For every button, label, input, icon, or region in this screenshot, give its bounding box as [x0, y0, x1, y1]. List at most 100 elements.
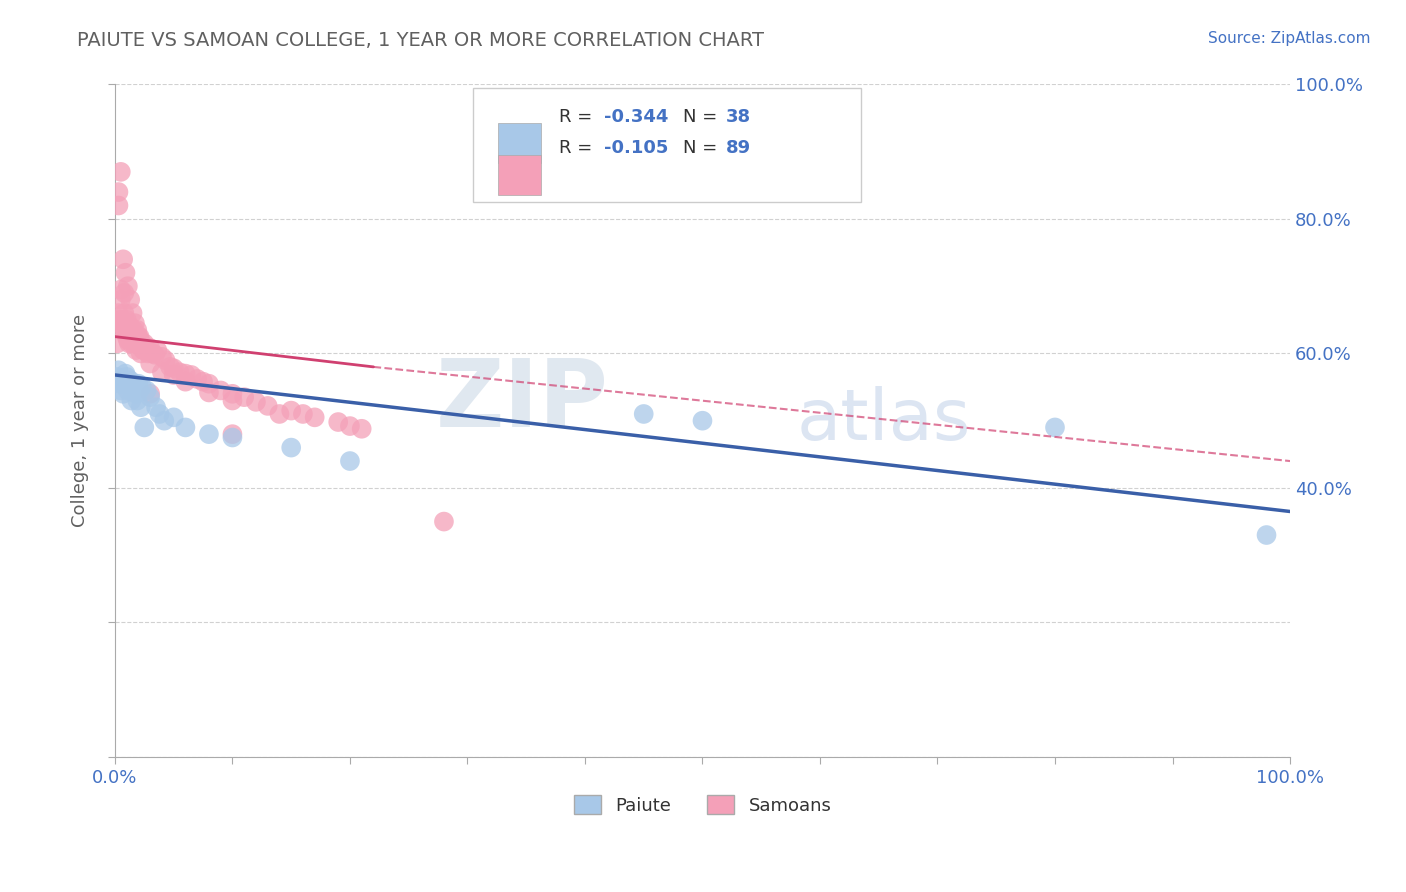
Point [221, 430, 243, 444]
Point [107, 363, 129, 377]
Point [114, 266, 136, 280]
Point [198, 427, 221, 442]
Point [233, 390, 256, 404]
Point [117, 279, 139, 293]
Point [111, 313, 134, 327]
Text: atlas: atlas [796, 386, 972, 455]
Point [139, 357, 162, 371]
Point [127, 329, 149, 343]
Point [180, 368, 202, 382]
Point [107, 185, 129, 199]
Point [1256, 528, 1278, 542]
Point [105, 336, 128, 351]
Point [114, 323, 136, 337]
Point [128, 333, 150, 347]
Point [117, 333, 139, 347]
Point [114, 367, 136, 381]
Point [112, 376, 135, 391]
Point [121, 306, 143, 320]
Text: -0.344: -0.344 [603, 108, 668, 126]
Point [304, 410, 326, 425]
Point [127, 376, 149, 391]
Point [125, 343, 148, 357]
Point [139, 390, 162, 404]
Point [120, 293, 142, 307]
Point [115, 329, 138, 343]
Point [110, 293, 132, 307]
Point [149, 407, 172, 421]
Point [135, 343, 157, 357]
Point [221, 386, 243, 401]
Point [122, 323, 145, 337]
Text: PAIUTE VS SAMOAN COLLEGE, 1 YEAR OR MORE CORRELATION CHART: PAIUTE VS SAMOAN COLLEGE, 1 YEAR OR MORE… [77, 31, 765, 50]
Point [245, 395, 267, 409]
Text: 38: 38 [725, 108, 751, 126]
Point [169, 365, 191, 379]
Text: R =: R = [560, 108, 598, 126]
Point [221, 393, 243, 408]
Point [112, 306, 135, 320]
FancyBboxPatch shape [474, 87, 860, 202]
Point [143, 348, 166, 362]
Point [111, 373, 134, 387]
Point [131, 340, 153, 354]
Point [159, 359, 181, 374]
Point [127, 336, 149, 351]
Point [127, 323, 149, 337]
Point [108, 313, 131, 327]
Point [134, 343, 156, 357]
Point [174, 367, 197, 381]
Point [433, 515, 456, 529]
Point [174, 375, 197, 389]
Point [146, 343, 169, 357]
Text: Source: ZipAtlas.com: Source: ZipAtlas.com [1208, 31, 1371, 46]
FancyBboxPatch shape [498, 155, 541, 194]
Point [105, 370, 128, 384]
Point [186, 372, 208, 386]
Point [280, 403, 302, 417]
Point [280, 441, 302, 455]
Text: N =: N = [682, 139, 723, 157]
Point [692, 414, 714, 428]
Point [191, 375, 214, 389]
Point [110, 165, 132, 179]
Point [129, 401, 152, 415]
Point [122, 333, 145, 347]
Point [132, 343, 155, 357]
Point [150, 365, 173, 379]
Y-axis label: College, 1 year or more: College, 1 year or more [72, 314, 89, 527]
Point [112, 252, 135, 267]
Point [122, 384, 145, 398]
Point [120, 333, 142, 347]
Point [1043, 420, 1066, 434]
Point [139, 386, 162, 401]
Point [128, 384, 150, 398]
Point [120, 393, 142, 408]
Legend: Paiute, Samoans: Paiute, Samoans [567, 789, 838, 822]
Point [163, 368, 186, 382]
Point [153, 414, 176, 428]
Point [127, 393, 149, 408]
Point [291, 407, 314, 421]
Point [121, 326, 143, 341]
Point [163, 361, 186, 376]
Point [135, 384, 157, 398]
Point [174, 420, 197, 434]
Text: -0.105: -0.105 [603, 139, 668, 157]
Point [131, 380, 153, 394]
Point [110, 384, 132, 398]
Point [269, 407, 291, 421]
Point [117, 319, 139, 334]
Point [145, 401, 167, 415]
Point [118, 336, 141, 351]
Point [110, 283, 132, 297]
Point [328, 415, 350, 429]
Point [115, 370, 138, 384]
Point [124, 316, 146, 330]
Point [112, 319, 135, 334]
Point [108, 319, 131, 334]
FancyBboxPatch shape [498, 123, 541, 163]
Point [198, 376, 221, 391]
Point [124, 376, 146, 391]
Text: 89: 89 [725, 139, 751, 157]
